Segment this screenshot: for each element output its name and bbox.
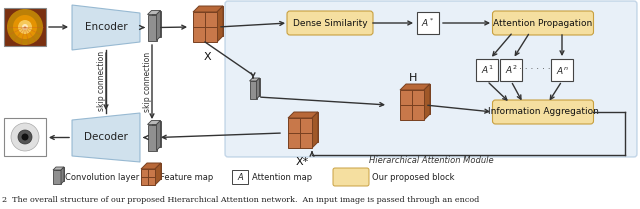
Text: 2  The overall structure of our proposed Hierarchical Attention network.  An inp: 2 The overall structure of our proposed … <box>2 196 479 204</box>
Circle shape <box>11 123 39 151</box>
Polygon shape <box>193 6 223 12</box>
Text: Attention map: Attention map <box>252 172 312 181</box>
Text: · · · · · ·: · · · · · · <box>519 65 551 74</box>
Text: $A^*$: $A^*$ <box>421 17 435 29</box>
Text: Convolution layer: Convolution layer <box>65 172 140 181</box>
Bar <box>152 10 161 37</box>
FancyBboxPatch shape <box>225 1 637 157</box>
Text: X: X <box>203 52 211 62</box>
Polygon shape <box>257 78 259 99</box>
Polygon shape <box>250 78 259 81</box>
Text: Our proposed block: Our proposed block <box>372 172 454 181</box>
Polygon shape <box>141 163 161 169</box>
Polygon shape <box>400 84 430 90</box>
Circle shape <box>13 15 37 39</box>
FancyBboxPatch shape <box>287 11 373 35</box>
Bar <box>417 12 439 34</box>
Circle shape <box>18 20 32 34</box>
Text: Encoder: Encoder <box>84 23 127 33</box>
Bar <box>500 59 522 81</box>
Bar <box>147 14 157 41</box>
Text: $A^2$: $A^2$ <box>504 64 517 76</box>
Bar <box>141 169 155 185</box>
Polygon shape <box>157 10 161 41</box>
Text: skip connection: skip connection <box>97 51 106 111</box>
Bar <box>152 121 161 147</box>
Polygon shape <box>288 112 318 118</box>
Polygon shape <box>217 6 223 42</box>
Bar <box>406 84 430 114</box>
Bar <box>250 81 257 99</box>
Text: $A^n$: $A^n$ <box>556 65 568 75</box>
Bar <box>476 59 498 81</box>
Circle shape <box>22 24 28 30</box>
FancyBboxPatch shape <box>493 11 593 35</box>
Text: Decoder: Decoder <box>84 133 128 143</box>
Bar <box>400 90 424 120</box>
Text: A: A <box>237 172 243 181</box>
Polygon shape <box>155 163 161 185</box>
Text: H: H <box>409 73 417 83</box>
FancyBboxPatch shape <box>493 100 593 124</box>
Polygon shape <box>312 112 318 148</box>
Bar <box>147 163 161 179</box>
Polygon shape <box>147 10 161 14</box>
Circle shape <box>22 134 29 140</box>
Circle shape <box>18 130 32 144</box>
Bar <box>4 8 46 46</box>
FancyBboxPatch shape <box>333 168 369 186</box>
Text: skip connection: skip connection <box>143 52 152 112</box>
Polygon shape <box>61 167 64 184</box>
Bar <box>4 118 46 156</box>
Text: Information Aggregation: Information Aggregation <box>488 107 598 116</box>
Bar <box>551 59 573 81</box>
Bar <box>56 167 64 181</box>
Circle shape <box>7 9 43 45</box>
Bar <box>253 78 259 96</box>
Polygon shape <box>147 121 161 125</box>
Polygon shape <box>72 5 140 50</box>
Bar <box>288 118 312 148</box>
Polygon shape <box>53 167 64 170</box>
Bar <box>147 125 157 150</box>
Polygon shape <box>424 84 430 120</box>
Bar <box>199 6 223 36</box>
Text: Feature map: Feature map <box>160 172 213 181</box>
Bar <box>294 112 318 142</box>
Bar <box>232 170 248 184</box>
Polygon shape <box>157 121 161 150</box>
Text: Attention Propagation: Attention Propagation <box>493 19 593 28</box>
Text: Hierarchical Attention Module: Hierarchical Attention Module <box>369 156 493 165</box>
Polygon shape <box>72 113 140 162</box>
Bar <box>193 12 217 42</box>
Text: $A^1$: $A^1$ <box>481 64 493 76</box>
Text: X*: X* <box>296 157 308 167</box>
Text: Dense Similarity: Dense Similarity <box>292 19 367 28</box>
Bar <box>53 170 61 184</box>
